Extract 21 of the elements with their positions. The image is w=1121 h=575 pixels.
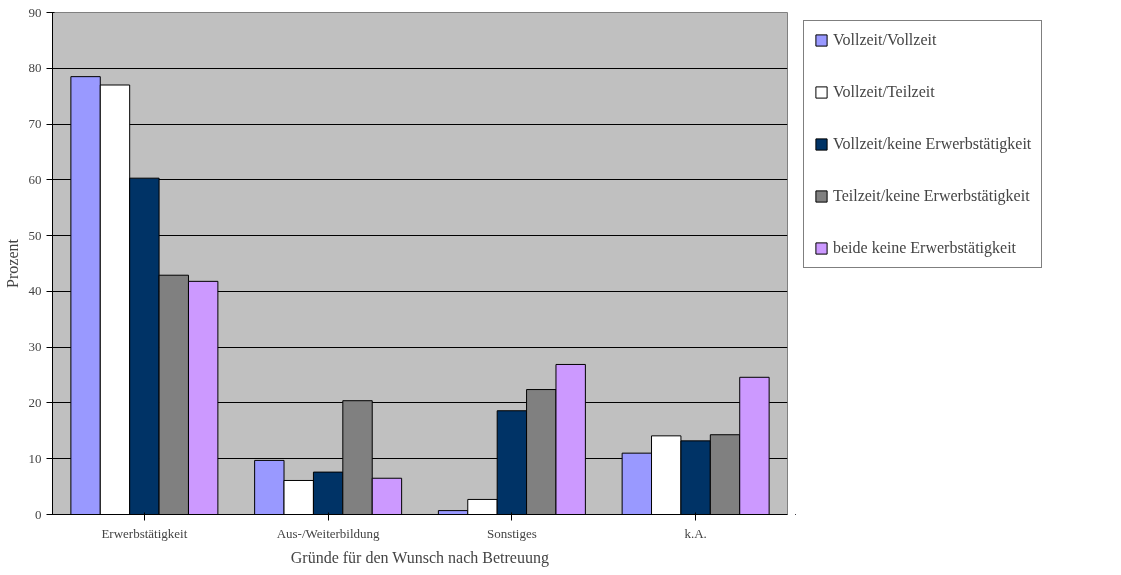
y-axis-title: Prozent: [3, 238, 21, 288]
legend-label: Vollzeit/keine Erwerbstätigkeit: [833, 135, 1032, 153]
y-tick-label: 70: [28, 116, 42, 132]
x-tick-label: k.A.: [684, 525, 707, 541]
y-tick-label: 10: [28, 450, 42, 466]
legend-label: beide keine Erwerbstätigkeit: [833, 239, 1017, 257]
y-tick-label: 90: [28, 4, 42, 20]
y-tick-label: 50: [28, 227, 42, 243]
y-tick-label: 80: [28, 60, 42, 76]
x-tick-label: Aus-/Weiterbildung: [276, 525, 381, 541]
x-tick-label: Sonstiges: [486, 525, 537, 541]
x-axis-title: Gründe für den Wunsch nach Betreuung: [290, 548, 549, 567]
y-tick-label: 0: [35, 506, 42, 522]
legend-label: Vollzeit/Vollzeit: [833, 31, 937, 49]
y-tick-label: 60: [28, 171, 42, 187]
legend-label: Teilzeit/keine Erwerbstätigkeit: [833, 187, 1030, 205]
y-tick-label: 20: [28, 394, 42, 410]
y-tick-label: 30: [28, 339, 42, 355]
y-tick-label: 40: [28, 283, 42, 299]
legend-label: Vollzeit/Teilzeit: [833, 83, 935, 101]
x-tick-label: Erwerbstätigkeit: [101, 525, 188, 541]
